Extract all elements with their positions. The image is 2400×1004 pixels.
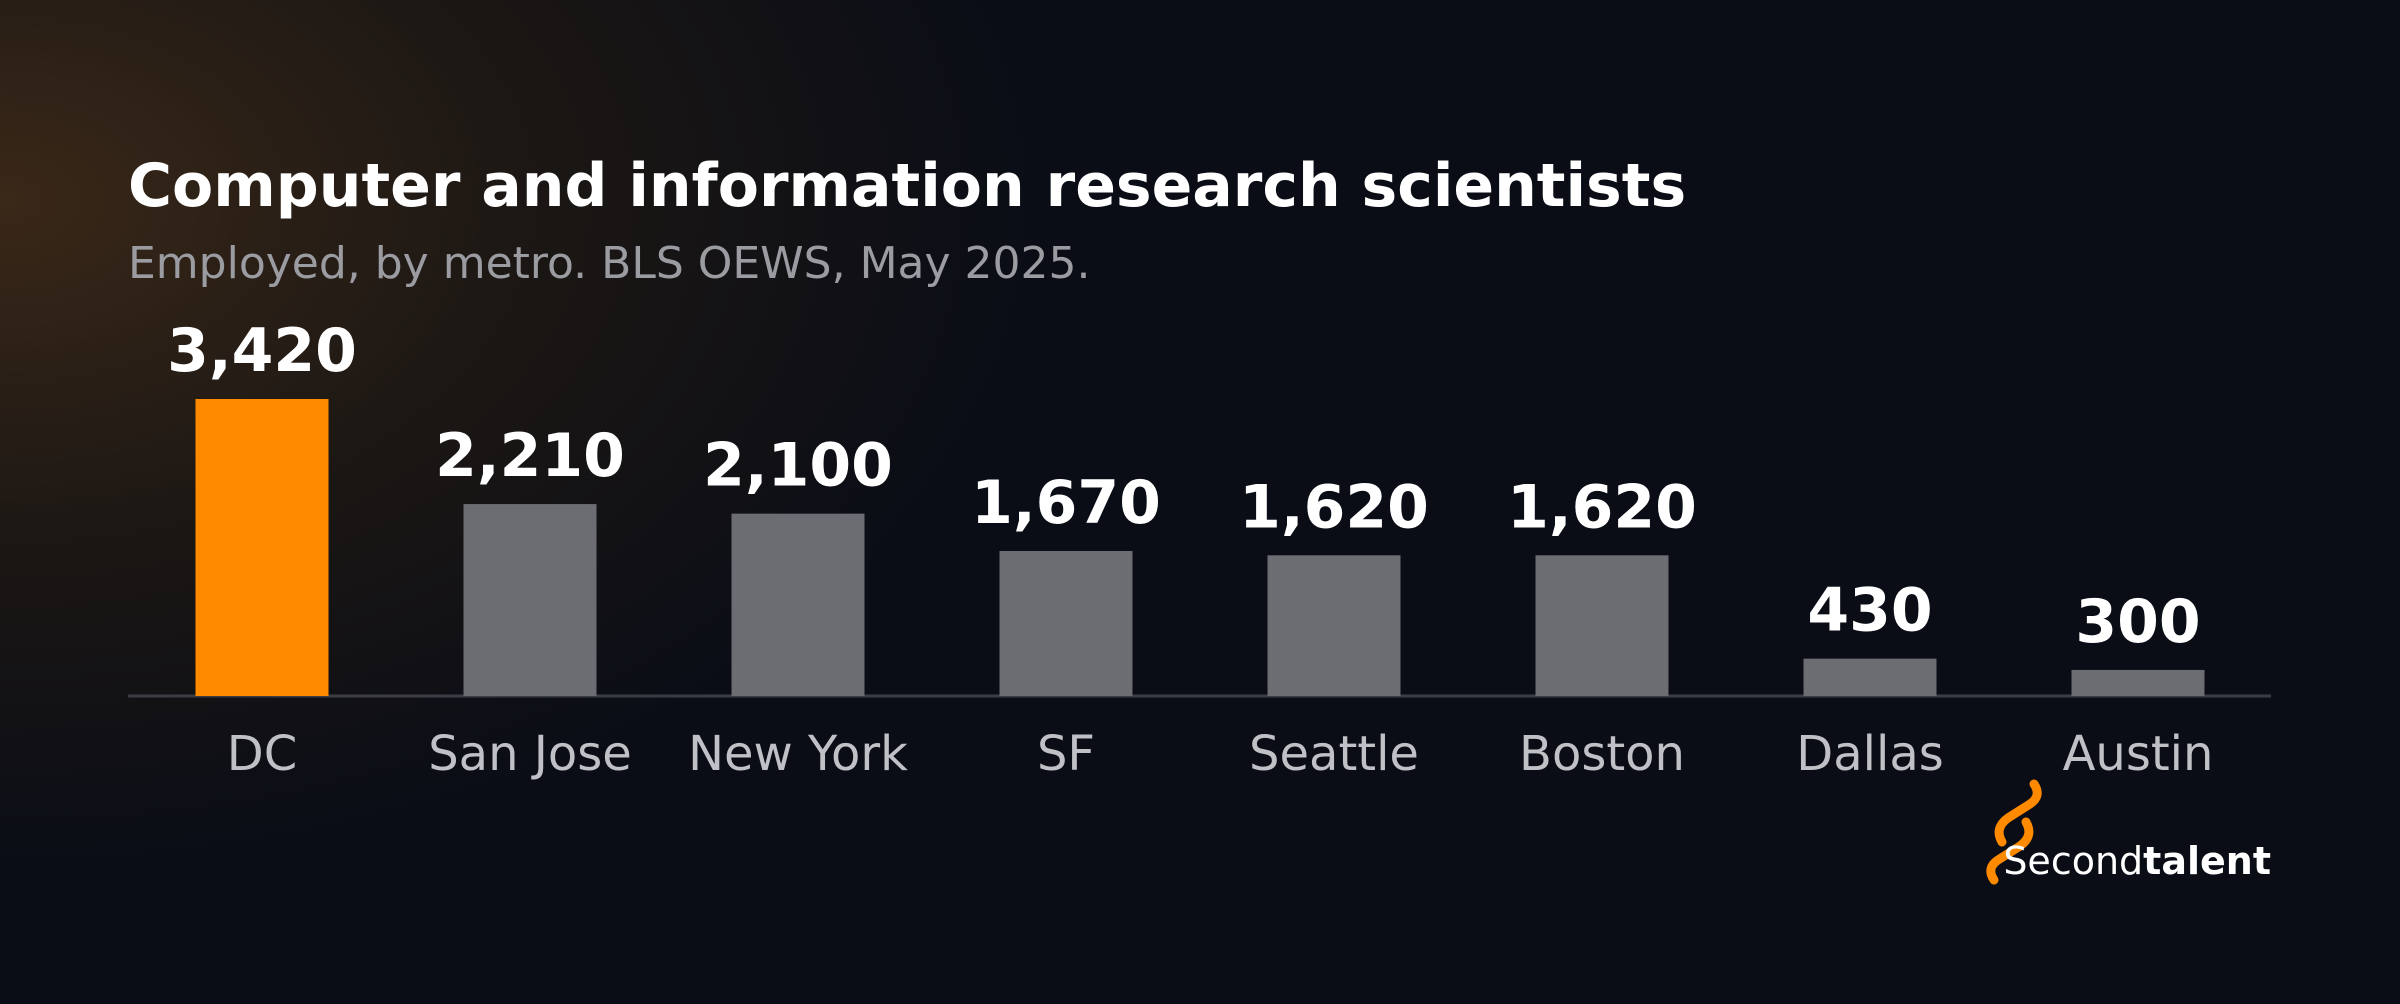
value-label: 2,210 [435,421,625,491]
bar [2071,669,2205,696]
bar [195,399,329,696]
logo-bold: talent [2143,839,2271,883]
x-tick-label: Boston [1519,726,1685,782]
value-label: 430 [1807,576,1932,646]
x-tick-label: New York [688,726,908,782]
chart-title: Computer and information research scient… [128,151,1686,221]
bar [463,504,597,696]
bar [1267,555,1401,696]
x-tick-label: Dallas [1796,726,1943,782]
x-tick-label: DC [227,726,297,782]
value-label: 1,670 [971,468,1161,538]
value-label: 1,620 [1239,472,1429,542]
bar [731,513,865,696]
value-label: 300 [2075,587,2200,657]
x-tick-label: SF [1037,726,1095,782]
x-tick-label: San Jose [428,726,632,782]
bar [1535,555,1669,696]
logo-icon [1986,779,2042,885]
value-label: 2,100 [703,431,893,501]
bar [1803,658,1937,696]
chart-subtitle: Employed, by metro. BLS OEWS, May 2025. [128,238,1091,289]
logo-regular: Second [2003,839,2143,883]
logo-text: Secondtalent [2003,839,2271,883]
logo: Secondtalent [1986,779,2271,885]
value-label: 1,620 [1507,472,1697,542]
bar [999,550,1133,696]
value-label: 3,420 [167,316,357,386]
x-tick-label: Seattle [1249,726,1419,782]
x-tick-label: Austin [2063,726,2214,782]
